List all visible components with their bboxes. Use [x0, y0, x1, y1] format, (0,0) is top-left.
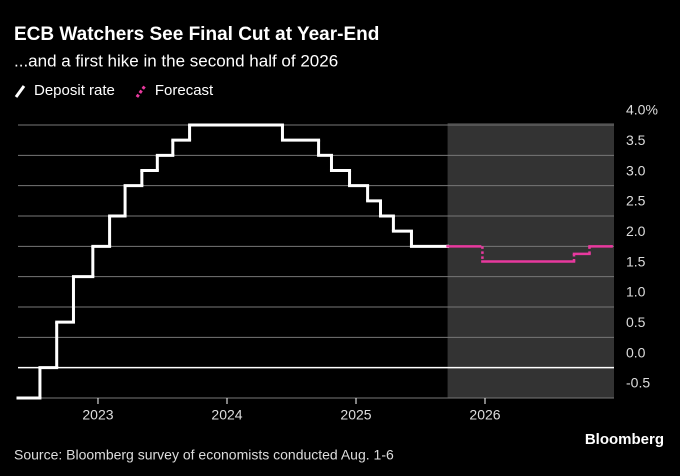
y-tick-label: 0.0 — [626, 344, 646, 360]
y-tick-label: 2.0 — [626, 223, 646, 239]
legend-label: Deposit rate — [34, 82, 115, 99]
legend-swatch — [14, 85, 26, 98]
brand-logo: Bloomberg — [585, 431, 664, 448]
series-1 — [446, 245, 613, 263]
series-0 — [16, 123, 450, 400]
y-tick-label: 3.0 — [626, 162, 646, 178]
x-tick-label: 2025 — [340, 407, 371, 423]
y-tick-label: 2.5 — [626, 193, 646, 209]
y-tick-label: 4.0% — [626, 102, 658, 118]
legend-label: Forecast — [155, 82, 214, 99]
y-tick-label: 0.5 — [626, 314, 646, 330]
legend-swatch — [135, 85, 147, 98]
y-tick-label: 3.5 — [626, 132, 646, 148]
y-tick-label: 1.0 — [626, 284, 646, 300]
source-note: Source: Bloomberg survey of economists c… — [14, 447, 394, 463]
x-tick-label: 2023 — [82, 407, 113, 423]
y-tick-label: 1.5 — [626, 253, 646, 269]
chart-subtitle: ...and a first hike in the second half o… — [14, 51, 338, 70]
x-tick-label: 2026 — [469, 407, 500, 423]
y-tick-label: -0.5 — [626, 375, 650, 391]
chart-title: ECB Watchers See Final Cut at Year-End — [14, 24, 379, 45]
x-tick-label: 2024 — [211, 407, 242, 423]
